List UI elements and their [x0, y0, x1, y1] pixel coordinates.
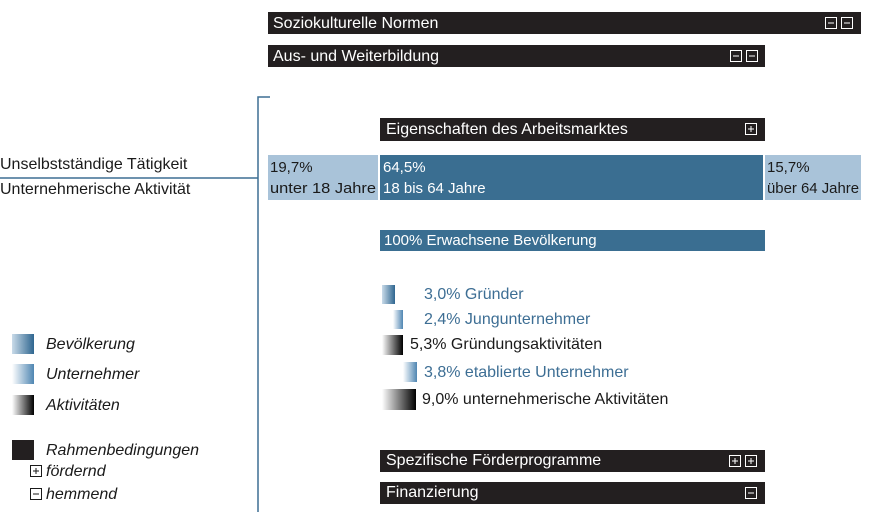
bar-label: Aus- und Weiterbildung [273, 48, 439, 65]
left-label: Unternehmerische Aktivität [0, 181, 191, 198]
age-share: 19,7% [270, 159, 313, 176]
legend-icon [12, 440, 34, 460]
toggle-icon[interactable] [825, 17, 853, 29]
bar-label: Finanzierung [386, 484, 479, 501]
bar [380, 450, 765, 472]
bar-label: Spezifische Förderprogramme [386, 452, 601, 469]
indicator-icon [382, 335, 403, 355]
population-bar [380, 230, 765, 251]
indicator: 9,0% unternehmerische Aktivitäten [422, 391, 668, 408]
population-label: 100% Erwachsene Bevölkerung [384, 232, 597, 249]
legend-icon [12, 395, 34, 415]
legend-label: Aktivitäten [45, 397, 120, 414]
age-label: 18 bis 64 Jahre [383, 180, 486, 197]
legend-label: Unternehmer [46, 366, 140, 383]
bar [380, 118, 765, 141]
indicator: 3,0% Gründer [424, 286, 524, 303]
toggle-icon[interactable] [745, 123, 757, 135]
left-label: Unselbstständige Tätigkeit [0, 156, 188, 173]
bar-label: Soziokulturelle Normen [273, 15, 438, 32]
age-segment [268, 155, 378, 200]
toggle-icon[interactable] [745, 487, 757, 499]
age-share: 64,5% [383, 159, 426, 176]
indicator: 5,3% Gründungsaktivitäten [410, 336, 602, 353]
bar [268, 45, 765, 67]
indicator-icon [403, 362, 417, 382]
toggle-icon[interactable] [730, 50, 758, 62]
frame-line [257, 96, 270, 512]
age-label: über 64 Jahre [767, 180, 859, 197]
age-segment [765, 155, 861, 200]
indicator-icon [393, 310, 403, 329]
bar [380, 482, 765, 504]
toggle-icon[interactable] [729, 455, 757, 467]
legend-label: fördernd [46, 463, 107, 480]
legend-label: Bevölkerung [46, 336, 135, 353]
indicator: 2,4% Jungunternehmer [424, 311, 591, 328]
legend-label: hemmend [46, 486, 118, 503]
legend-icon [12, 334, 34, 354]
legend-label: Rahmenbedingungen [46, 442, 199, 459]
indicator-icon [382, 389, 416, 410]
age-segment [380, 155, 763, 200]
legend-icon [12, 364, 34, 384]
indicator-icon [382, 285, 395, 304]
bar-label: Eigenschaften des Arbeitsmarktes [386, 121, 628, 138]
legend-icon [30, 488, 42, 500]
age-label: unter 18 Jahre [270, 180, 376, 197]
legend-icon [30, 465, 42, 477]
bar [268, 12, 861, 34]
indicator: 3,8% etablierte Unternehmer [424, 364, 629, 381]
age-share: 15,7% [767, 159, 810, 176]
